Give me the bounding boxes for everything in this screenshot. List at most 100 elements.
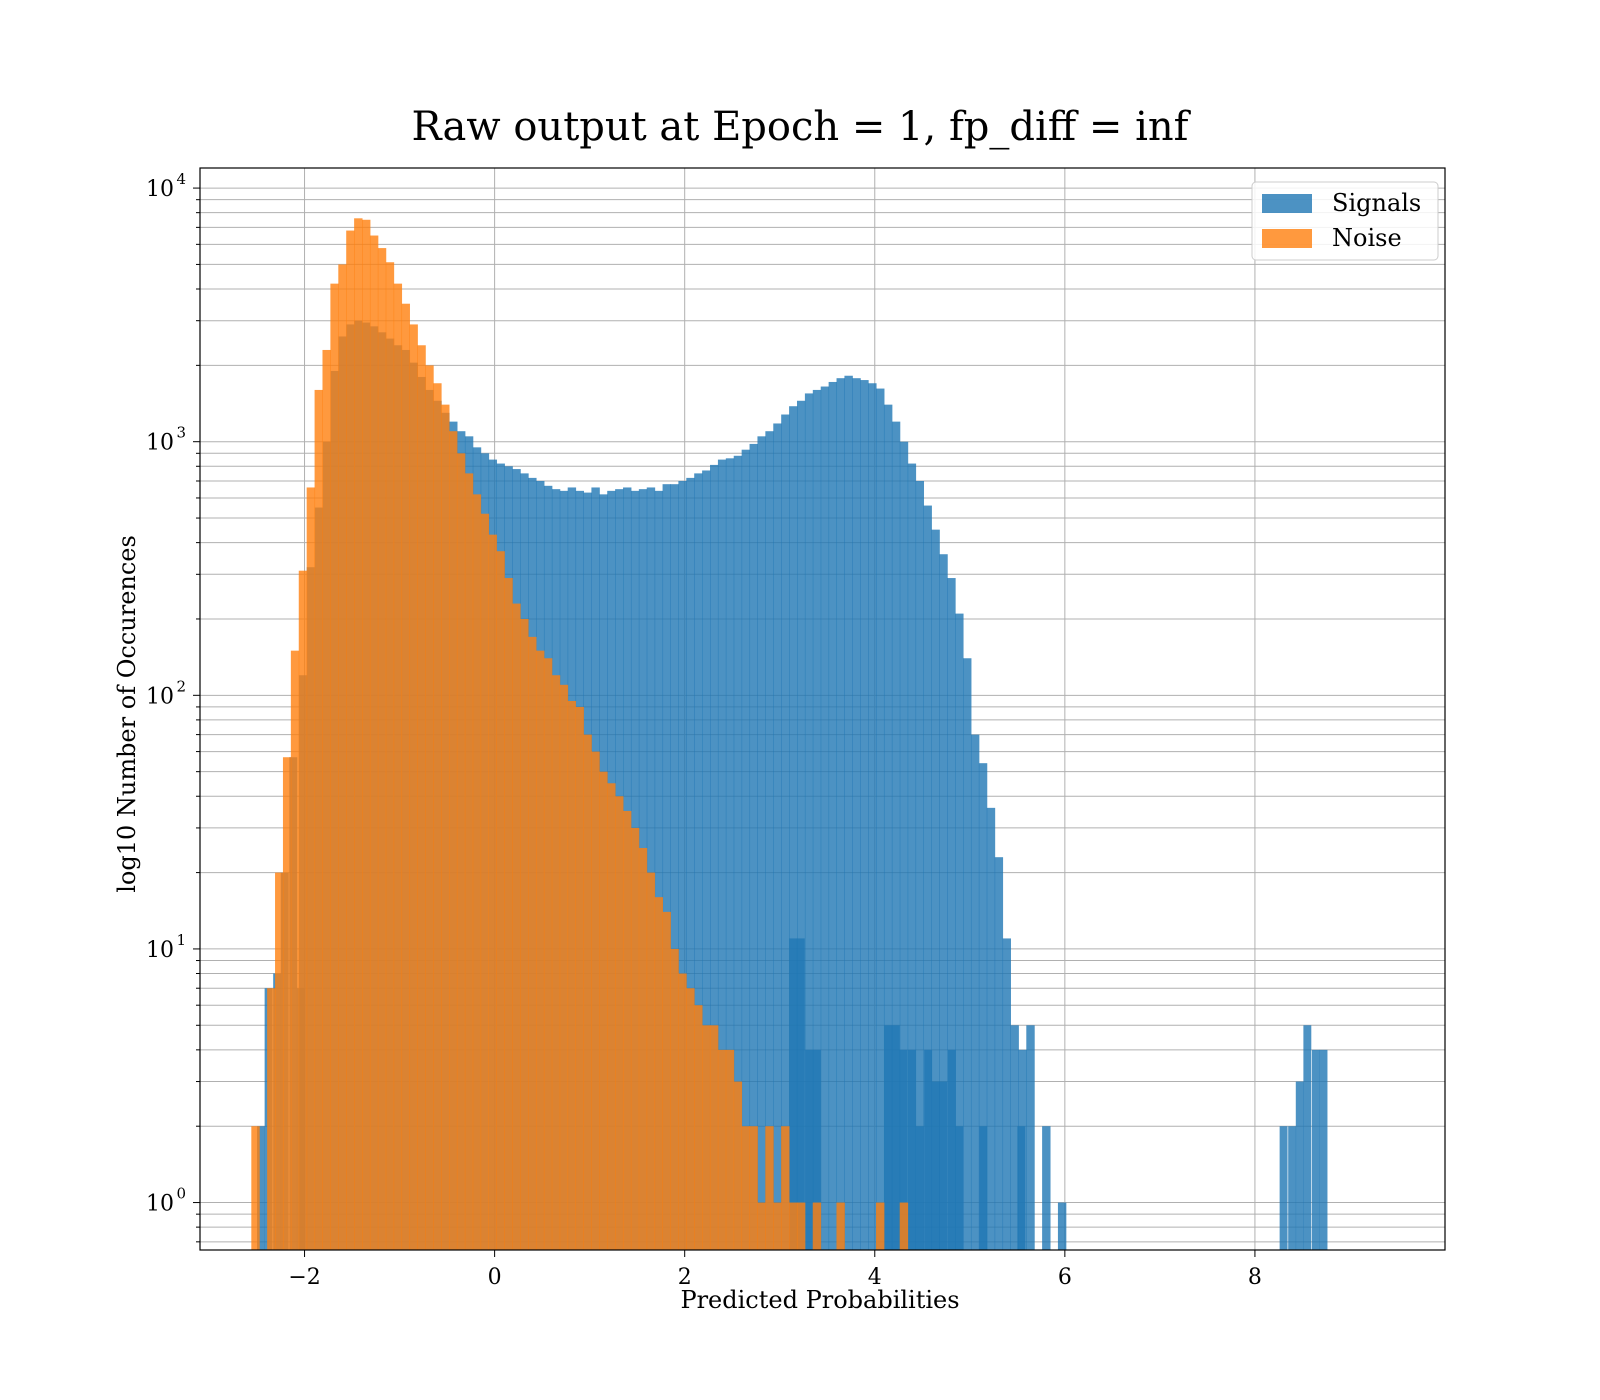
signals-bar: [994, 857, 1004, 1250]
signals-bar: [1010, 1025, 1019, 1250]
noise-bar: [702, 1025, 711, 1250]
noise-bar: [812, 1202, 822, 1250]
signals-bar: [868, 383, 877, 1251]
noise-bar: [630, 827, 640, 1250]
signals-bar: [924, 1049, 933, 1250]
noise-bars: [251, 218, 909, 1251]
signals-bar: [757, 436, 766, 1251]
signals-bar: [1288, 1126, 1297, 1250]
noise-bar: [504, 578, 513, 1250]
noise-bar: [267, 988, 276, 1250]
noise-bar: [275, 872, 284, 1250]
noise-bar: [338, 264, 347, 1250]
signals-bar: [852, 378, 861, 1250]
noise-bar: [377, 248, 387, 1250]
noise-bar: [282, 757, 292, 1250]
noise-bar: [670, 948, 679, 1250]
noise-bar: [385, 262, 395, 1250]
y-tick-label: 10: [146, 431, 174, 456]
y-tick-label: 10: [146, 684, 174, 709]
noise-bar: [583, 734, 592, 1250]
noise-bar: [796, 1202, 806, 1250]
signals-bar: [796, 938, 805, 1250]
noise-bar: [441, 404, 450, 1251]
signals-bar: [844, 375, 853, 1250]
plot-frame: [199, 167, 1446, 1251]
signals-bar: [1057, 1202, 1067, 1250]
noise-bar: [662, 911, 671, 1250]
y-tick-exponent: 2: [176, 677, 186, 695]
noise-bar: [330, 283, 339, 1250]
signals-bar: [1279, 1126, 1288, 1250]
noise-bar: [622, 810, 632, 1250]
signals-bar: [765, 431, 774, 1250]
signals-bar: [820, 386, 830, 1250]
x-tick-label: 8: [1248, 1265, 1262, 1290]
signals-bar: [931, 529, 940, 1250]
noise-bar: [654, 897, 663, 1250]
noise-bar: [417, 345, 426, 1250]
chart-title: Raw output at Epoch = 1, fp_diff = inf: [412, 104, 1192, 150]
noise-bar: [393, 283, 403, 1250]
signals-bar: [1295, 1081, 1304, 1250]
noise-bar: [607, 783, 616, 1250]
y-tick-label: 10: [146, 177, 174, 202]
legend-swatch-noise: [1262, 229, 1312, 248]
signals-bar: [939, 1081, 948, 1250]
signals-bar: [1042, 1126, 1051, 1250]
legend-label-signals: Signals: [1332, 189, 1421, 217]
noise-bar: [551, 675, 561, 1250]
signals-bar: [646, 487, 656, 1250]
noise-bar: [709, 1025, 719, 1250]
signals-bar: [686, 477, 695, 1250]
noise-bar: [251, 1126, 260, 1250]
noise-bar: [369, 235, 379, 1251]
noise-bar: [409, 324, 418, 1250]
signals-bar: [931, 1081, 940, 1250]
signals-bar: [662, 484, 671, 1250]
signals-bar: [781, 414, 790, 1250]
signals-bar: [899, 1049, 908, 1250]
signals-bar: [789, 406, 798, 1251]
noise-bar: [749, 1126, 758, 1250]
noise-bar: [789, 1202, 798, 1250]
noise-bar: [765, 1126, 774, 1250]
signals-bar: [915, 1126, 924, 1250]
signals-bar: [970, 734, 980, 1250]
signals-bar: [812, 389, 822, 1251]
noise-bar: [694, 1005, 703, 1250]
x-tick-label: −2: [288, 1265, 320, 1290]
noise-bar: [528, 636, 537, 1250]
signals-bar: [1002, 938, 1011, 1250]
noise-bar: [298, 570, 308, 1250]
x-tick-label: 6: [1058, 1265, 1072, 1290]
noise-bar: [425, 365, 434, 1250]
y-tick-label: 10: [146, 938, 174, 963]
noise-bar: [480, 513, 490, 1250]
noise-bar: [346, 230, 355, 1250]
noise-bar: [535, 650, 545, 1250]
signals-bar: [947, 578, 956, 1250]
noise-bar: [362, 219, 371, 1250]
noise-bar: [686, 988, 695, 1250]
noise-bar: [733, 1081, 743, 1250]
noise-bar: [741, 1126, 750, 1250]
signals-bar: [1303, 1025, 1312, 1250]
noise-bar: [512, 603, 521, 1250]
x-tick-label: 0: [488, 1265, 502, 1290]
signals-bar: [773, 423, 782, 1251]
noise-bar: [306, 487, 316, 1250]
signals-bar: [907, 463, 917, 1251]
noise-bar: [567, 700, 577, 1250]
signals-bar: [939, 554, 948, 1250]
signals-bar: [899, 441, 909, 1250]
noise-bar: [899, 1202, 909, 1250]
noise-bar: [520, 618, 529, 1250]
noise-bar: [354, 218, 363, 1251]
signals-bar: [860, 380, 869, 1250]
noise-bar: [836, 1202, 845, 1250]
signals-bar: [963, 658, 972, 1250]
y-tick-exponent: 1: [176, 931, 186, 949]
noise-bar: [875, 1202, 885, 1250]
